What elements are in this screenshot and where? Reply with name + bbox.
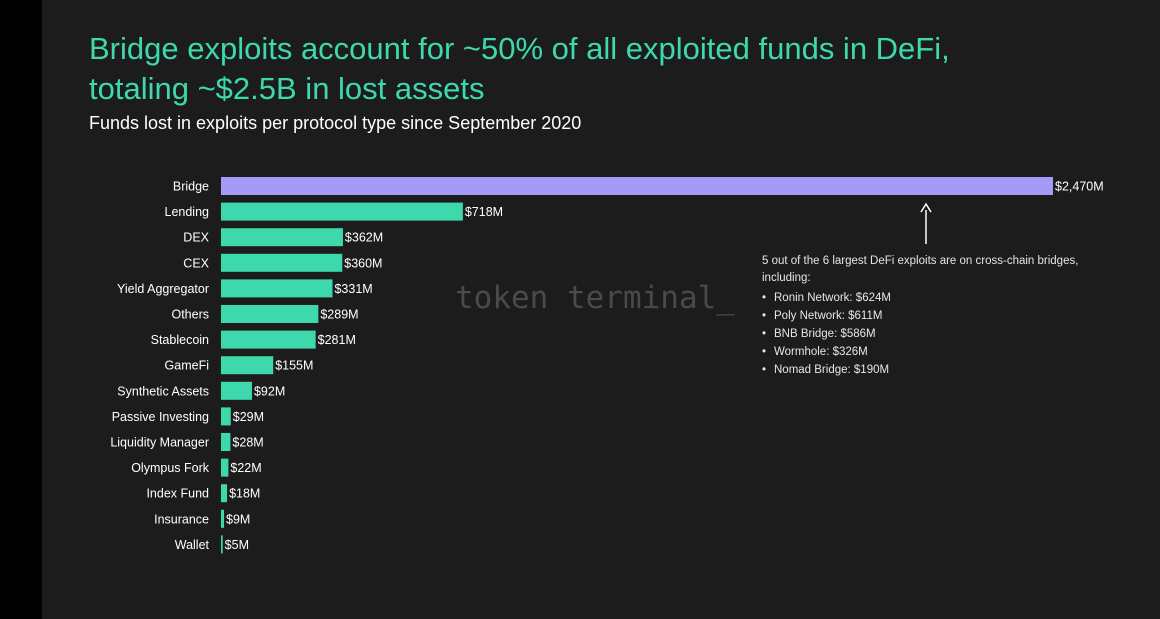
bar-passive-investing (221, 407, 231, 426)
category-label: Passive Investing (112, 410, 209, 424)
bar-insurance (221, 509, 225, 528)
category-label: Bridge (173, 180, 209, 194)
bar-gamefi (221, 356, 274, 375)
category-label: DEX (183, 231, 209, 245)
bar-stablecoin (221, 330, 316, 349)
value-label: $360M (344, 256, 382, 270)
category-label: Stablecoin (151, 333, 209, 347)
value-label: $5M (225, 538, 249, 552)
annotation-item: Poly Network: $611M (762, 307, 1122, 325)
bar-synthetic-assets (221, 381, 252, 400)
category-label: Synthetic Assets (117, 384, 209, 398)
bar-dex (221, 228, 343, 247)
annotation-item: BNB Bridge: $586M (762, 325, 1122, 343)
category-label: Liquidity Manager (110, 436, 209, 450)
annotation-item: Wormhole: $326M (762, 343, 1122, 361)
category-label: Insurance (154, 512, 209, 526)
value-label: $2,470M (1055, 180, 1104, 194)
value-label: $362M (345, 231, 383, 245)
category-label: GameFi (165, 359, 209, 373)
value-label: $718M (465, 205, 503, 219)
value-label: $28M (232, 436, 263, 450)
bar-lending (221, 202, 463, 221)
annotation: 5 out of the 6 largest DeFi exploits are… (762, 253, 1122, 379)
category-label: Index Fund (146, 487, 209, 501)
value-label: $289M (320, 308, 358, 322)
value-label: $18M (229, 487, 260, 501)
token-terminal-watermark: token terminal_ (455, 280, 735, 316)
value-label: $29M (233, 410, 264, 424)
value-label: $92M (254, 384, 285, 398)
bar-index-fund (221, 484, 228, 503)
bar-olympus-fork (221, 458, 229, 477)
bar-bridge (221, 177, 1053, 195)
chart-title-line-1: Bridge exploits account for ~50% of all … (89, 31, 950, 66)
annotation-list: Ronin Network: $624M Poly Network: $611M… (762, 289, 1122, 379)
value-label: $155M (275, 359, 313, 373)
bar-yield-aggregator (221, 279, 333, 298)
arrow-up-icon (920, 202, 932, 213)
category-label: Yield Aggregator (117, 282, 209, 296)
chart-subtitle: Funds lost in exploits per protocol type… (89, 113, 582, 133)
category-label: Lending (165, 205, 210, 219)
category-label: Olympus Fork (131, 461, 210, 475)
category-label: Others (171, 308, 209, 322)
chart-title-line-2: totaling ~$2.5B in lost assets (89, 71, 485, 106)
bar-liquidity-manager (221, 433, 231, 451)
category-label: CEX (183, 256, 209, 270)
bar-cex (221, 253, 343, 272)
value-label: $22M (230, 461, 261, 475)
annotation-intro: 5 out of the 6 largest DeFi exploits are… (762, 255, 1079, 284)
value-label: $331M (334, 282, 372, 296)
annotation-item: Nomad Bridge: $190M (762, 361, 1122, 379)
bar-others (221, 305, 319, 323)
category-label: Wallet (175, 538, 210, 552)
bar-wallet (221, 535, 223, 554)
value-label: $281M (318, 333, 356, 347)
value-label: $9M (226, 512, 250, 526)
annotation-item: Ronin Network: $624M (762, 289, 1122, 307)
